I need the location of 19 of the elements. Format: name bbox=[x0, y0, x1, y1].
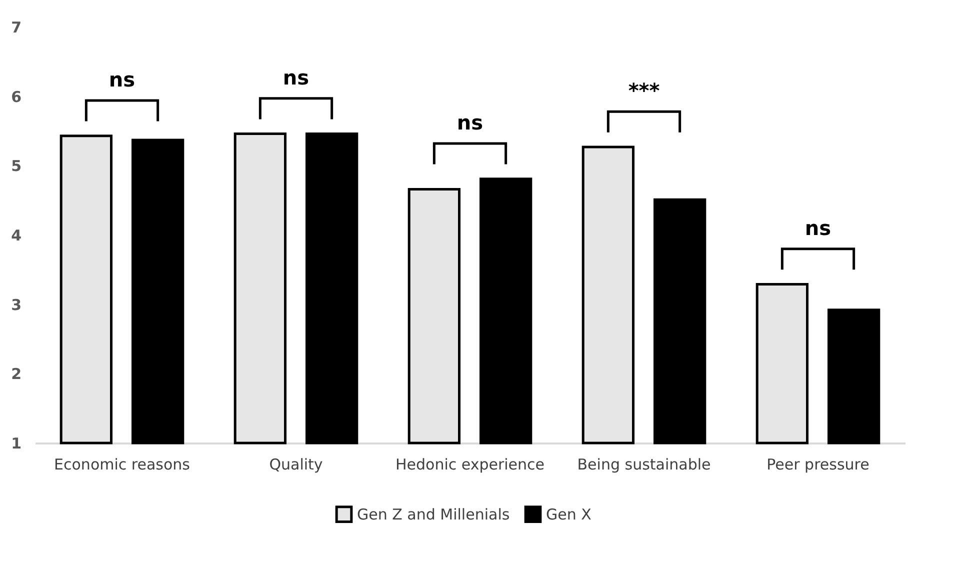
legend-label: Gen X bbox=[546, 505, 592, 524]
annotation: ns bbox=[108, 67, 136, 92]
y-tick-label: 5 bbox=[11, 157, 22, 176]
legend-label: Gen Z and Millenials bbox=[357, 505, 510, 524]
annotation: ns bbox=[804, 216, 832, 240]
x-tick-label: Being sustainable bbox=[577, 456, 711, 474]
y-tick-label: 3 bbox=[11, 296, 22, 314]
annotation: *** bbox=[628, 78, 660, 103]
x-tick-label: Quality bbox=[269, 456, 323, 474]
y-tick-label: 7 bbox=[11, 18, 22, 36]
y-tick-label: 1 bbox=[11, 434, 22, 452]
x-tick-label: Economic reasons bbox=[54, 456, 190, 474]
y-tick-label: 2 bbox=[11, 365, 22, 384]
annotation: ns bbox=[282, 65, 310, 90]
annotation: ns bbox=[456, 110, 484, 134]
x-tick-label: Peer pressure bbox=[766, 456, 870, 474]
y-tick-label: 6 bbox=[11, 88, 22, 106]
y-tick-label: 4 bbox=[11, 226, 22, 244]
x-tick-label: Hedonic experience bbox=[395, 456, 545, 474]
